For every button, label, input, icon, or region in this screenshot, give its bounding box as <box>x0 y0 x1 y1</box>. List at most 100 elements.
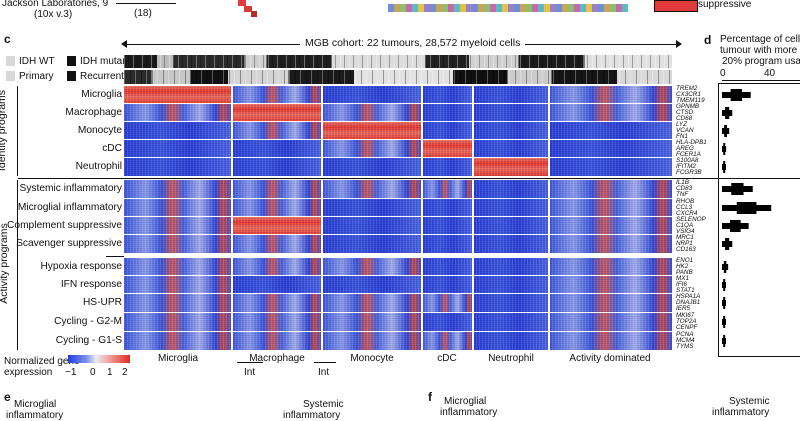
heatmap-block <box>322 199 422 217</box>
colorbar-tick-2: 0 <box>90 367 96 378</box>
usage-bar-whisker <box>736 202 757 214</box>
heatmap-row-separator <box>124 234 672 235</box>
heatmap-block <box>322 122 422 140</box>
gene-label: IFI6 <box>676 281 687 288</box>
heatmap-block <box>232 122 322 140</box>
heatmap-row-separator <box>124 275 672 276</box>
program-label: Scavenger suppressive <box>16 238 122 249</box>
heatmap-block <box>232 180 322 198</box>
heatmap-block <box>124 276 232 294</box>
cohort-title: MGB cohort: 22 tumours, 28,572 myeloid c… <box>300 38 526 49</box>
usage-bar-whisker <box>723 279 726 291</box>
panel-e-label-left-2: inflammatory <box>6 410 64 421</box>
program-label: Cycling - G2-M <box>54 316 122 327</box>
usage-bar-whisker <box>725 107 730 119</box>
heatmap-block <box>124 86 232 104</box>
cell-type-label: Microglia <box>157 353 199 364</box>
gene-label: CD68 <box>676 115 693 122</box>
heatmap-block <box>473 104 549 122</box>
heatmap-block <box>422 313 473 331</box>
gene-label: HK2 <box>676 263 689 270</box>
idh-annotation-track <box>124 55 672 68</box>
panel-e-label-right-2: inflammatory <box>283 410 341 421</box>
heatmap-row-separator <box>124 103 672 104</box>
heatmap-column-separator <box>472 86 474 351</box>
legend-idh-wt: IDH WT <box>19 56 55 67</box>
gene-label: FCGR3B <box>676 169 702 176</box>
program-label: Hypoxia response <box>40 261 122 272</box>
heatmap-block <box>473 313 549 331</box>
heatmap-block <box>322 294 422 312</box>
cell-type-label: Macrophage <box>249 353 305 364</box>
colorbar <box>68 355 130 363</box>
legend-recurrent-swatch <box>67 71 76 81</box>
usage-bar-whisker <box>723 297 726 309</box>
heatmap-block <box>232 199 322 217</box>
panel-e-label-right-1: Systemic <box>303 399 344 410</box>
heatmap-block <box>549 104 672 122</box>
panel-c-letter: c <box>4 32 11 46</box>
heatmap-block <box>422 294 473 312</box>
heatmap-block <box>232 217 322 235</box>
heatmap-block <box>232 235 322 253</box>
heatmap-row-separator <box>124 198 672 199</box>
activity-group-bracket <box>17 180 18 350</box>
panel-e-label-left-1: Microglial <box>14 399 57 410</box>
heatmap-row-separator <box>124 157 672 158</box>
heatmap-block <box>422 235 473 253</box>
top-middle-label-2: (18) <box>134 8 152 19</box>
heatmap-block <box>232 313 322 331</box>
program-label: Cycling - G1-S <box>55 335 122 346</box>
panel-f-label-left-1: Microglial <box>444 396 487 407</box>
heatmap-block <box>232 294 322 312</box>
int-arrow-2 <box>314 362 336 363</box>
heatmap-block <box>549 86 672 104</box>
heatmap-block <box>422 276 473 294</box>
heatmap-block <box>322 180 422 198</box>
heatmap-block <box>422 122 473 140</box>
panel-f-label-right-2: inflammatory <box>712 407 770 418</box>
heatmap-block <box>124 217 232 235</box>
gene-label: C1QA <box>676 222 694 229</box>
heatmap-block <box>124 140 232 158</box>
heatmap-row-separator <box>124 121 672 122</box>
gene-label: IL1B <box>676 179 689 186</box>
gene-label: MRC1 <box>676 234 694 241</box>
heatmap-block <box>322 276 422 294</box>
legend-primary: Primary <box>19 71 54 82</box>
cell-type-label: Monocyte <box>350 353 394 364</box>
gene-label: MCM4 <box>676 337 695 344</box>
usage-bar-whisker <box>723 335 726 347</box>
program-label: Complement suppressive <box>7 220 122 231</box>
gene-label: TOP2A <box>676 318 697 325</box>
heatmap-block <box>549 180 672 198</box>
heatmap-block <box>473 258 549 276</box>
heatmap-block <box>473 276 549 294</box>
heatmap-block <box>322 235 422 253</box>
heatmap-block <box>322 158 422 176</box>
heatmap-block <box>232 140 322 158</box>
program-label: Macrophage <box>65 107 122 118</box>
heatmap-block <box>232 332 322 350</box>
heatmap-column-separator <box>231 86 233 351</box>
top-left-label-1: Jackson Laboratories, 9 <box>2 0 109 9</box>
heatmap-block <box>322 140 422 158</box>
heatmap-block <box>473 235 549 253</box>
panel-d-title-1: Percentage of cells per <box>720 34 800 45</box>
gene-label: DNAJB1 <box>676 299 701 306</box>
program-label: Monocyte <box>77 125 122 136</box>
gene-label: TMEM119 <box>676 97 705 104</box>
program-label: Neutrophil <box>75 161 122 172</box>
usage-bar-whisker <box>724 125 728 137</box>
gene-label: AREG <box>676 145 694 152</box>
gene-label: STAT1 <box>676 287 695 294</box>
program-label: HS-UPR <box>82 297 122 308</box>
gene-label: PCNA <box>676 331 694 338</box>
top-right-label: suppressive <box>698 0 752 10</box>
panel-d-title-3: 20% program usage <box>722 56 800 67</box>
top-red-box <box>654 0 698 12</box>
usage-bar-whisker <box>723 161 726 173</box>
gene-label: CX3CR1 <box>676 91 701 98</box>
gene-label: MKI67 <box>676 312 695 319</box>
legend-recurrent: Recurrent <box>80 71 124 82</box>
